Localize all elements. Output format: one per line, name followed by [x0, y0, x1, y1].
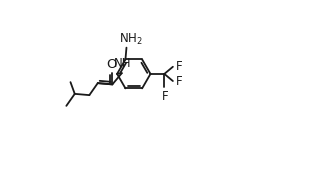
Text: F: F	[175, 60, 182, 73]
Text: NH: NH	[113, 56, 131, 69]
Text: O: O	[106, 58, 117, 71]
Text: F: F	[161, 90, 168, 103]
Text: F: F	[175, 75, 182, 88]
Text: NH$_2$: NH$_2$	[119, 31, 143, 47]
